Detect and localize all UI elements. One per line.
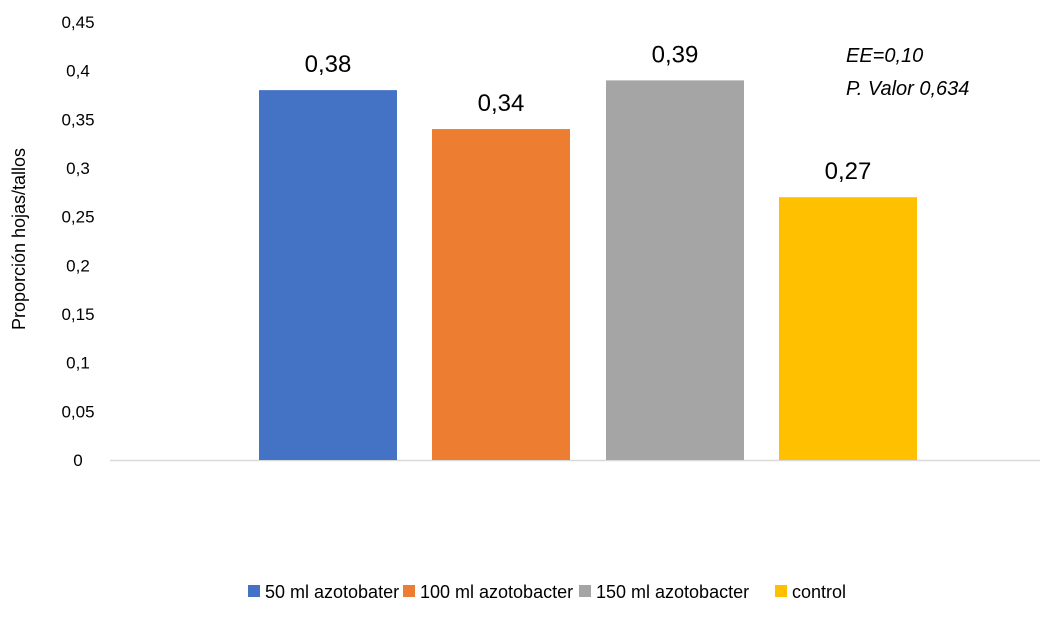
y-tick-label: 0,15: [61, 305, 94, 324]
data-label-4: 0,27: [825, 158, 872, 185]
bar-2: [432, 129, 570, 461]
legend-swatch-1: [248, 585, 260, 597]
legend-swatch-3: [579, 585, 591, 597]
y-tick-label: 0,2: [66, 256, 90, 275]
legend-swatch-2: [403, 585, 415, 597]
legend-label-2: 100 ml azotobacter: [420, 582, 573, 602]
legend-swatch-4: [775, 585, 787, 597]
y-tick-label: 0,1: [66, 354, 90, 373]
legend-label-4: control: [792, 582, 846, 602]
y-axis-title: Proporción hojas/tallos: [9, 148, 29, 330]
y-tick-label: 0,35: [61, 110, 94, 129]
y-tick-label: 0,45: [61, 13, 94, 32]
legend-label-3: 150 ml azotobacter: [596, 582, 749, 602]
data-label-3: 0,39: [652, 41, 699, 68]
y-tick-label: 0,3: [66, 159, 90, 178]
bar-3: [606, 80, 744, 461]
legend-label-1: 50 ml azotobater: [265, 582, 399, 602]
data-label-1: 0,38: [305, 51, 352, 78]
y-tick-label: 0,05: [61, 402, 94, 421]
annotation-p-value: P. Valor 0,634: [846, 78, 969, 100]
y-tick-label: 0: [73, 451, 82, 470]
bar-1: [259, 90, 397, 460]
y-tick-label: 0,4: [66, 62, 90, 81]
y-tick-label: 0,25: [61, 208, 94, 227]
data-label-2: 0,34: [478, 90, 525, 117]
annotation-ee: EE=0,10: [846, 45, 923, 67]
bar-4: [779, 197, 917, 460]
